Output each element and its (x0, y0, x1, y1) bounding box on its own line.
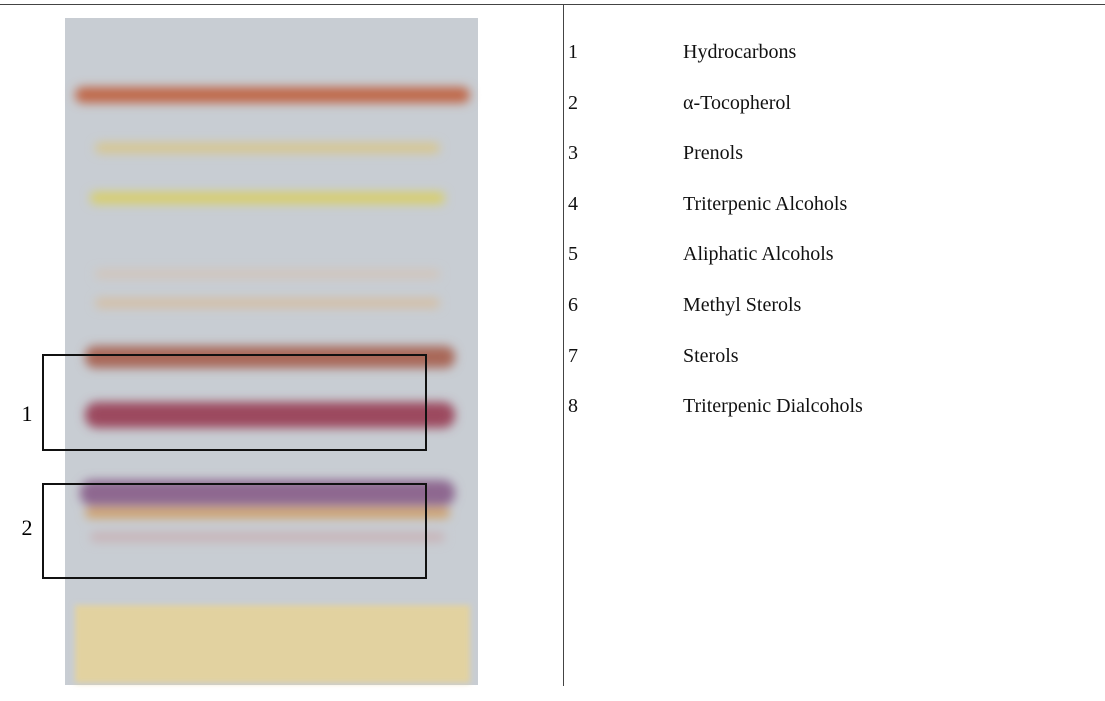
box-1 (42, 354, 427, 451)
column-divider (563, 4, 564, 686)
compound-name: Prenols (683, 142, 743, 165)
compound-name: Triterpenic Dialcohols (683, 395, 863, 418)
row-number: 6 (568, 294, 578, 316)
box-2 (42, 483, 427, 579)
row-number: 4 (568, 192, 578, 215)
compound-name: Hydrocarbons (683, 41, 797, 63)
compound-name: Triterpenic Alcohols (683, 192, 848, 215)
top-rule (0, 4, 1105, 5)
row-number: 5 (568, 243, 578, 266)
row-number: 7 (568, 344, 578, 367)
compound-name: α-Tocopherol (683, 91, 791, 114)
origin-region (75, 605, 470, 683)
box-label: 1 (22, 401, 33, 426)
compound-name: Aliphatic Alcohols (683, 243, 834, 266)
row-number: 3 (568, 142, 578, 165)
row-number: 1 (568, 41, 578, 63)
row-number: 2 (568, 91, 578, 114)
compound-name: Methyl Sterols (683, 294, 802, 316)
bands (75, 87, 470, 542)
box-label: 2 (22, 515, 33, 540)
tlc-plate-image: 1 2 (22, 18, 478, 685)
row-number: 8 (568, 395, 578, 418)
compound-name: Sterols (683, 344, 739, 367)
